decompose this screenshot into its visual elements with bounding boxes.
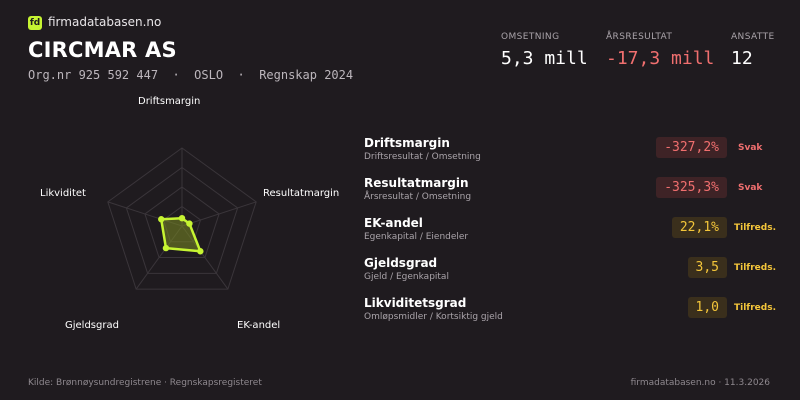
radar-grid-ring bbox=[107, 147, 257, 290]
metric-formula: Egenkapital / Eiendeler bbox=[364, 232, 469, 242]
metric-status: Tilfreds. bbox=[734, 303, 776, 313]
metric-status: Svak bbox=[738, 183, 763, 193]
radar-point-resultatmargin bbox=[186, 220, 193, 227]
metric-formula: Årsresultat / Omsetning bbox=[364, 192, 472, 202]
metric-formula: Omløpsmidler / Kortsiktig gjeld bbox=[364, 312, 503, 322]
stat-employees: ANSATTE 12 bbox=[731, 32, 775, 69]
metric-title: Resultatmargin bbox=[364, 176, 469, 190]
metric-value-badge: -327,2% bbox=[656, 137, 727, 158]
radar-label-ek-andel: EK-andel bbox=[237, 320, 281, 331]
metric-title: Likviditetsgrad bbox=[364, 296, 467, 310]
metric-value-badge: 22,1% bbox=[671, 217, 727, 238]
radar-points bbox=[158, 215, 204, 255]
radar-grid-ring bbox=[125, 166, 239, 274]
stat-revenue-value: 5,3 mill bbox=[501, 48, 588, 69]
company-meta: Org.nr 925 592 447 · OSLO · Regnskap 202… bbox=[28, 68, 354, 82]
radar-point-ek-andel bbox=[197, 248, 204, 255]
radar-grid-ring bbox=[144, 186, 220, 259]
stat-revenue: OMSETNING 5,3 mill bbox=[501, 32, 588, 69]
metric-status: Svak bbox=[738, 143, 763, 153]
stat-employees-value: 12 bbox=[731, 48, 753, 69]
metric-title: Gjeldsgrad bbox=[364, 256, 438, 270]
footer-site-date[interactable]: firmadatabasen.no · 11.3.2026 bbox=[630, 378, 770, 388]
company-name: CIRCMAR AS bbox=[28, 38, 177, 62]
metric-formula: Gjeld / Egenkapital bbox=[364, 272, 449, 282]
metric-status: Tilfreds. bbox=[734, 263, 776, 273]
radar-axis-line bbox=[181, 201, 257, 227]
stat-employees-label: ANSATTE bbox=[731, 32, 775, 42]
radar-label-gjeldsgrad: Gjeldsgrad bbox=[65, 320, 119, 331]
stat-result-label: ÅRSRESULTAT bbox=[606, 32, 673, 42]
stat-revenue-label: OMSETNING bbox=[501, 32, 560, 42]
radar-point-driftsmargin bbox=[178, 215, 186, 222]
radar-label-driftsmargin: Driftsmargin bbox=[138, 96, 201, 107]
radar-label-likviditet: Likviditet bbox=[40, 188, 86, 199]
metric-value-badge: -325,3% bbox=[656, 177, 727, 198]
metric-value-badge: 1,0 bbox=[687, 297, 727, 318]
stat-result-value: -17,3 mill bbox=[606, 48, 715, 69]
radar-chart bbox=[107, 147, 257, 290]
metric-formula: Driftsresultat / Omsetning bbox=[364, 152, 481, 162]
footer-source: Kilde: Brønnøysundregistrene · Regnskaps… bbox=[28, 378, 262, 388]
radar-point-likviditet bbox=[158, 216, 165, 223]
radar-label-resultatmargin: Resultatmargin bbox=[263, 188, 340, 199]
metric-status: Tilfreds. bbox=[734, 223, 776, 233]
brand-logo-icon: fd bbox=[28, 16, 42, 30]
radar-point-gjeldsgrad bbox=[162, 244, 170, 252]
metric-value-badge: 3,5 bbox=[687, 257, 727, 278]
brand-name[interactable]: firmadatabasen.no bbox=[48, 15, 162, 29]
stat-result: ÅRSRESULTAT -17,3 mill bbox=[606, 32, 714, 69]
metric-title: Driftsmargin bbox=[364, 136, 450, 150]
metric-title: EK-andel bbox=[364, 216, 423, 230]
